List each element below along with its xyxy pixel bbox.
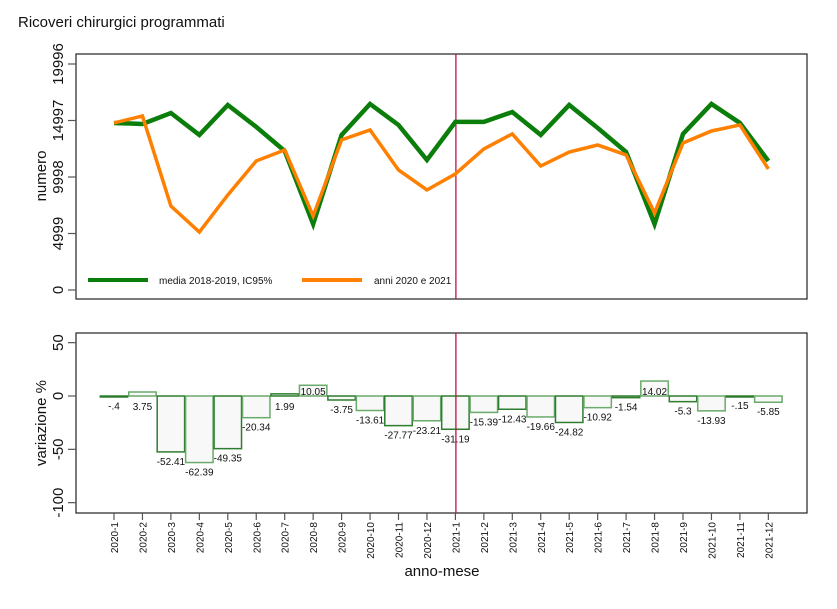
x-tick-label: 2021-8 bbox=[651, 522, 662, 554]
top-plot-frame bbox=[75, 53, 808, 300]
bar-2020-11 bbox=[384, 395, 413, 427]
x-tick-label: 2020-2 bbox=[138, 522, 149, 554]
bar-2021-12 bbox=[753, 395, 783, 403]
x-tick-label: 2020-9 bbox=[338, 522, 349, 554]
legend-label-media: media 2018-2019, IC95% bbox=[159, 276, 273, 287]
bar-value-label: -5.85 bbox=[757, 407, 780, 418]
x-tick-label: 2020-10 bbox=[366, 522, 377, 559]
bottom-y-axis: -100 -50 0 50 bbox=[50, 334, 76, 518]
bar-value-label: -49.35 bbox=[214, 454, 243, 465]
bar-2020-3 bbox=[156, 395, 186, 453]
y-tick-label: 4999 bbox=[50, 217, 67, 250]
legend: media 2018-2019, IC95% anni 2020 e 2021 bbox=[88, 276, 452, 287]
x-tick-label: 2020-3 bbox=[167, 522, 178, 554]
bar-value-label: -23.21 bbox=[413, 426, 442, 437]
series-line-media bbox=[113, 100, 771, 231]
bar-2020-12 bbox=[412, 395, 442, 422]
x-tick-label: 2020-8 bbox=[309, 522, 320, 554]
x-tick-label: 2020-7 bbox=[281, 522, 292, 554]
bar-2020-5 bbox=[213, 395, 243, 450]
y-tick-label: -100 bbox=[50, 488, 67, 518]
bar-2020-9 bbox=[327, 395, 357, 401]
x-tick-label: 2021-7 bbox=[622, 522, 633, 554]
y-tick-label: 50 bbox=[50, 334, 67, 351]
x-tick-label: 2021-6 bbox=[594, 522, 605, 554]
x-tick-label: 2021-4 bbox=[537, 522, 548, 554]
bar-2020-8 bbox=[298, 384, 328, 397]
bar-value-label: -13.61 bbox=[356, 416, 385, 427]
x-tick-label: 2021-5 bbox=[565, 522, 576, 554]
bar-2021-11 bbox=[725, 395, 755, 398]
bar-value-label: -27.77 bbox=[384, 431, 413, 442]
bar-2020-10 bbox=[355, 395, 385, 412]
x-tick-label: 2020-6 bbox=[252, 522, 263, 554]
bar-2021-6 bbox=[583, 395, 613, 409]
bar-value-label: -1.54 bbox=[615, 403, 638, 414]
bar-value-label: -13.93 bbox=[697, 416, 726, 427]
x-tick-label: 2020-1 bbox=[110, 522, 121, 554]
bar-2021-9 bbox=[668, 395, 698, 403]
y-tick-label: 14997 bbox=[50, 100, 67, 142]
x-tick-label: 2021-11 bbox=[736, 522, 747, 558]
bar-value-label: -5.3 bbox=[674, 407, 692, 418]
bar-value-label: 1.99 bbox=[275, 402, 295, 413]
y-tick-label: 0 bbox=[50, 392, 67, 400]
bar-value-label: -12.43 bbox=[498, 414, 527, 425]
bar-value-label: -52.41 bbox=[157, 457, 186, 468]
x-tick-label: 2021-3 bbox=[508, 522, 519, 554]
x-tick-label: 2021-9 bbox=[679, 522, 690, 554]
bar-value-label: -3.75 bbox=[330, 405, 353, 416]
bar-value-label: -19.66 bbox=[527, 422, 556, 433]
bar-2021-10 bbox=[696, 395, 726, 412]
chart-title: Ricoveri chirurgici programmati bbox=[18, 14, 225, 31]
bar-2021-7 bbox=[611, 395, 641, 399]
series-line-anni bbox=[113, 113, 770, 235]
x-axis: 2020-1 2020-2 2020-3 2020-4 2020-5 2020-6 2020… bbox=[110, 513, 775, 559]
bottom-y-axis-label: variazione % bbox=[33, 380, 50, 466]
x-axis-label: anno-mese bbox=[404, 563, 479, 580]
y-tick-label: -50 bbox=[50, 438, 67, 460]
bar-value-label: -.4 bbox=[108, 401, 120, 412]
bar-value-label: -.15 bbox=[731, 401, 749, 412]
bar-2020-2 bbox=[127, 391, 157, 397]
bar-2021-2 bbox=[469, 395, 499, 414]
legend-label-anni: anni 2020 e 2021 bbox=[374, 276, 452, 287]
bar-value-label: -62.39 bbox=[185, 468, 214, 479]
bar-value-label: -10.92 bbox=[583, 413, 612, 424]
bar-value-label: 14.02 bbox=[642, 387, 667, 398]
bottom-plot-bars: -.4 3.75 -52.41-62.39-49.35 -20.34 1.99 10.05… bbox=[99, 333, 783, 513]
x-tick-label: 2021-12 bbox=[764, 522, 775, 559]
bar-2021-8 bbox=[640, 380, 670, 397]
top-y-axis-label: numero bbox=[33, 151, 50, 202]
x-tick-label: 2020-12 bbox=[423, 522, 434, 559]
y-tick-label: 9998 bbox=[50, 160, 67, 193]
y-tick-label: 0 bbox=[50, 286, 67, 294]
top-y-axis: 0 4999 9998 14997 19996 bbox=[50, 43, 76, 294]
x-tick-label: 2020-11 bbox=[395, 522, 406, 558]
x-tick-label: 2021-1 bbox=[451, 522, 462, 554]
x-tick-label: 2020-4 bbox=[195, 522, 206, 554]
bar-value-label: 3.75 bbox=[133, 402, 153, 413]
bar-2020-4 bbox=[184, 395, 214, 464]
bar-2020-1 bbox=[99, 395, 129, 398]
bar-value-label: -15.39 bbox=[470, 417, 499, 428]
bar-2021-3 bbox=[497, 395, 527, 411]
bar-value-label: 10.05 bbox=[301, 387, 326, 398]
x-tick-label: 2021-10 bbox=[707, 522, 718, 559]
x-tick-label: 2021-2 bbox=[480, 522, 491, 554]
bar-2021-4 bbox=[526, 395, 556, 418]
x-tick-label: 2020-5 bbox=[224, 522, 235, 554]
bar-value-label: -24.82 bbox=[555, 427, 584, 438]
bar-2020-6 bbox=[241, 395, 271, 419]
bar-value-label: -20.34 bbox=[242, 423, 271, 434]
bar-2021-5 bbox=[554, 395, 584, 424]
y-tick-label: 19996 bbox=[50, 43, 67, 85]
top-plot-lines bbox=[113, 54, 771, 299]
bar-2020-7 bbox=[270, 393, 300, 397]
